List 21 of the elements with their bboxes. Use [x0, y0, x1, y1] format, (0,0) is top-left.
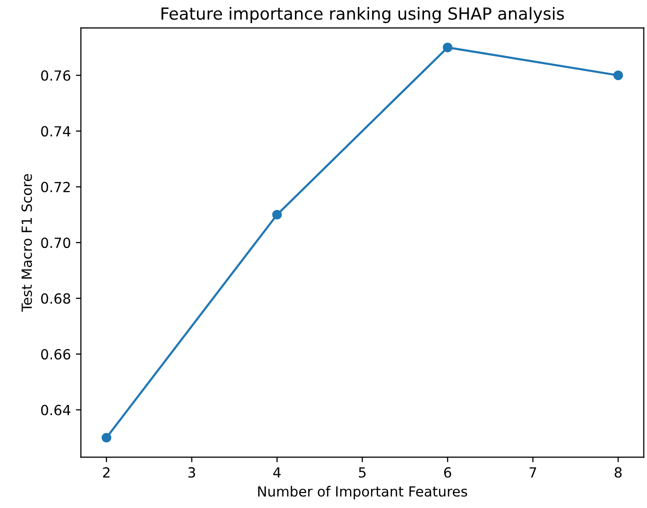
x-tick-label: 5	[358, 467, 366, 478]
point	[442, 42, 452, 52]
y-tick-label: 0.76	[41, 70, 70, 81]
y-tick-label: 0.64	[41, 404, 70, 416]
y-tick-label: 0.66	[41, 349, 70, 360]
x-tick-label: 7	[530, 467, 536, 478]
y-axis-title: Test Macro F1 Score	[21, 174, 32, 312]
point	[102, 432, 112, 443]
x-tick-label: 6	[444, 467, 452, 478]
y-tick-label: 0.72	[41, 182, 70, 192]
x-axis-title: Number of Important Features	[258, 486, 468, 500]
x-tick-label: 3	[188, 467, 196, 478]
x-tick-label: 4	[273, 467, 281, 478]
y-tick-label: 0.70	[41, 238, 70, 248]
x-tick-label: 8	[614, 467, 622, 478]
x-tick-label: 2	[103, 467, 110, 478]
y-tick-label: 0.68	[41, 293, 70, 304]
point	[272, 210, 282, 220]
point	[613, 70, 624, 80]
y-tick-label: 0.74	[41, 126, 70, 137]
chart-title: Feature importance ranking using SHAP analysis	[162, 6, 564, 24]
